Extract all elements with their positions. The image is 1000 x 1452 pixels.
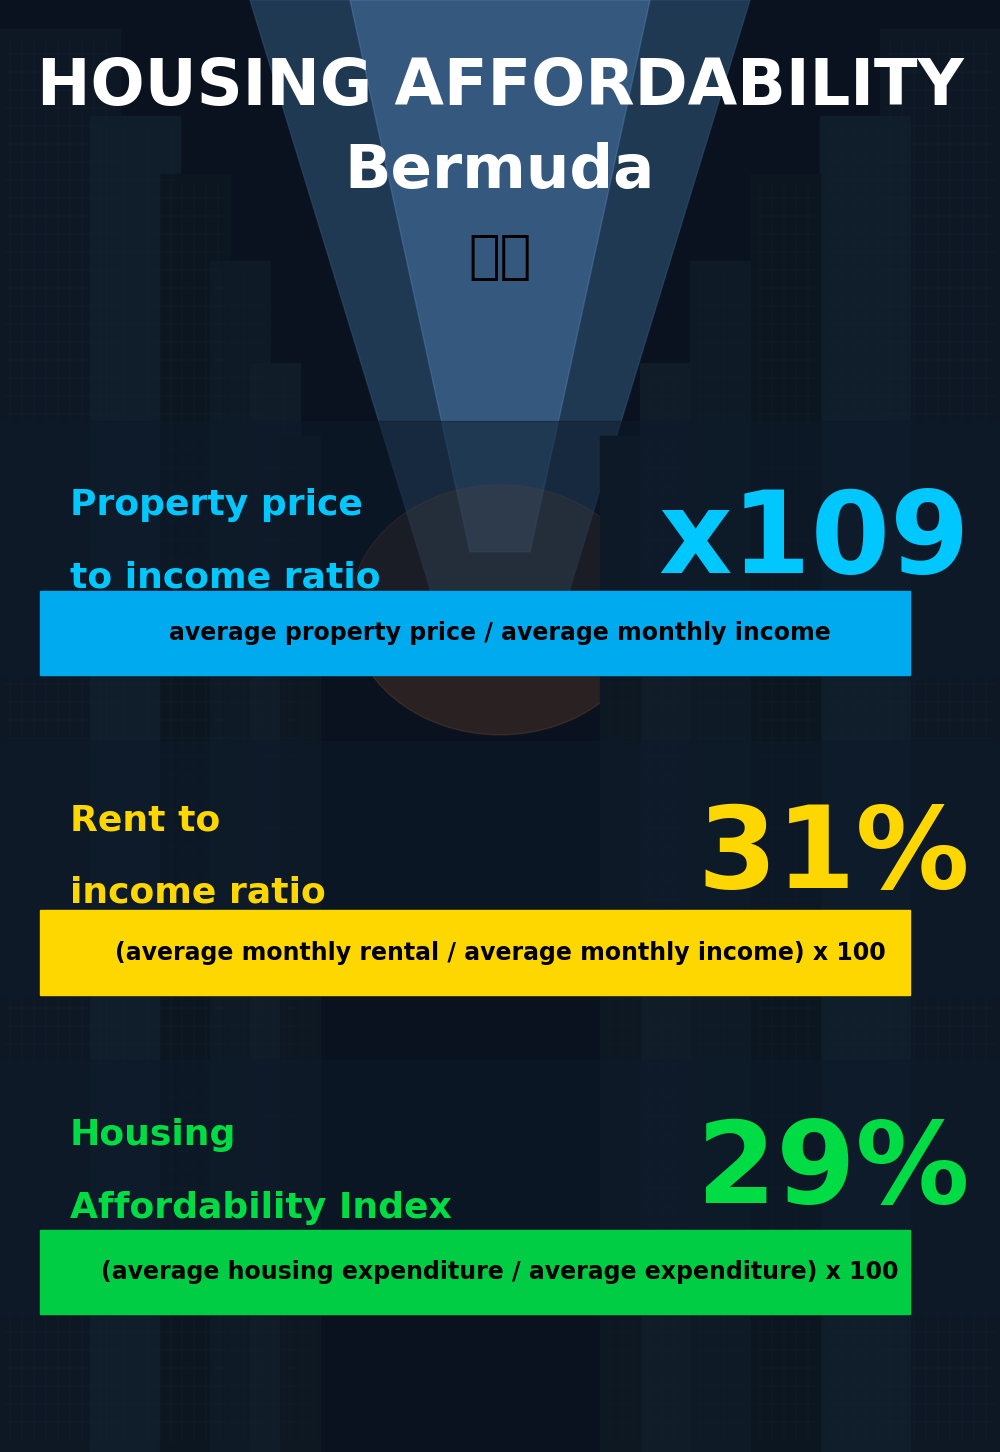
Text: Housing: Housing <box>70 1118 236 1153</box>
Bar <box>40 591 910 675</box>
Text: (average housing expenditure / average expenditure) x 100: (average housing expenditure / average e… <box>101 1260 899 1284</box>
Text: 🇧🇲: 🇧🇲 <box>468 231 532 283</box>
Bar <box>600 436 640 1452</box>
Bar <box>250 363 300 1452</box>
Bar <box>210 261 270 1452</box>
Bar <box>280 436 320 1452</box>
Text: Property price: Property price <box>70 488 363 523</box>
Text: Bermuda: Bermuda <box>345 142 655 200</box>
Text: (average monthly rental / average monthly income) x 100: (average monthly rental / average monthl… <box>115 941 885 964</box>
Bar <box>40 1230 910 1314</box>
Text: to income ratio: to income ratio <box>70 560 380 595</box>
Bar <box>640 363 690 1452</box>
Text: income ratio: income ratio <box>70 876 326 910</box>
Text: 29%: 29% <box>697 1117 970 1227</box>
Bar <box>0 1060 1000 1314</box>
Bar <box>820 116 910 1452</box>
Text: HOUSING AFFORDABILITY: HOUSING AFFORDABILITY <box>37 57 963 118</box>
Bar <box>90 116 180 1452</box>
Bar <box>880 29 1000 1452</box>
Bar <box>0 421 1000 675</box>
Ellipse shape <box>350 485 650 735</box>
Text: 31%: 31% <box>697 802 970 912</box>
Text: average property price / average monthly income: average property price / average monthly… <box>169 621 831 645</box>
Bar <box>40 910 910 995</box>
Polygon shape <box>250 0 750 653</box>
Text: x109: x109 <box>659 486 970 597</box>
Text: Affordability Index: Affordability Index <box>70 1191 452 1225</box>
Polygon shape <box>350 0 650 552</box>
Bar <box>0 29 120 1452</box>
Bar <box>0 741 1000 995</box>
Text: Rent to: Rent to <box>70 803 220 838</box>
Bar <box>690 261 750 1452</box>
Bar <box>160 174 230 1452</box>
Bar <box>750 174 820 1452</box>
